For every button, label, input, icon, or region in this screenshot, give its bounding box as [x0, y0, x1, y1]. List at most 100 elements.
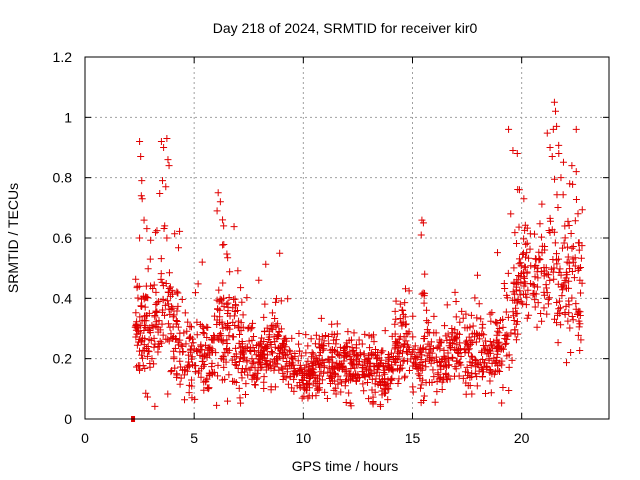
- data-point: [132, 275, 140, 283]
- data-point: [576, 320, 584, 328]
- data-point: [422, 379, 430, 387]
- data-point: [158, 278, 166, 286]
- data-point: [347, 336, 355, 344]
- data-point: [148, 355, 156, 363]
- data-point: [211, 312, 219, 320]
- data-point: [260, 385, 268, 393]
- data-point: [481, 337, 489, 345]
- data-point: [436, 338, 444, 346]
- data-point: [416, 374, 424, 382]
- data-point: [386, 363, 394, 371]
- data-point: [275, 366, 283, 374]
- axis-ticks: 0 5 10 15 20 0 0.2 0.4 0.6 0.8 1 1.2: [53, 49, 609, 446]
- data-point: [394, 355, 402, 363]
- data-point: [264, 335, 272, 343]
- data-point: [248, 355, 256, 363]
- data-point: [183, 367, 191, 375]
- data-point: [438, 378, 446, 386]
- data-point: [545, 294, 553, 302]
- data-point: [261, 300, 269, 308]
- data-point: [405, 366, 413, 374]
- data-point: [483, 363, 491, 371]
- data-point: [416, 384, 424, 392]
- data-point: [309, 358, 317, 366]
- data-point: [157, 255, 165, 263]
- data-point: [473, 271, 481, 279]
- data-point: [171, 364, 179, 372]
- data-point: [320, 345, 328, 353]
- data-point: [176, 329, 184, 337]
- data-point: [142, 389, 150, 397]
- data-point: [133, 330, 141, 338]
- data-point: [143, 294, 151, 302]
- data-point: [513, 150, 521, 158]
- data-point: [154, 340, 162, 348]
- data-point: [317, 314, 325, 322]
- data-point: [150, 343, 158, 351]
- data-point: [235, 357, 243, 365]
- data-point: [199, 328, 207, 336]
- data-point: [550, 98, 558, 106]
- data-point: [540, 304, 548, 312]
- data-point: [490, 354, 498, 362]
- data-point: [540, 291, 548, 299]
- data-point: [308, 353, 316, 361]
- data-point: [155, 297, 163, 305]
- data-point: [434, 369, 442, 377]
- data-point: [471, 370, 479, 378]
- data-point: [432, 353, 440, 361]
- data-point: [193, 318, 201, 326]
- data-point: [396, 366, 404, 374]
- data-point: [219, 338, 227, 346]
- data-point: [409, 383, 417, 391]
- data-point: [181, 309, 189, 317]
- data-point: [382, 385, 390, 393]
- data-point: [502, 308, 510, 316]
- data-point: [335, 351, 343, 359]
- data-point: [417, 381, 425, 389]
- data-point: [386, 380, 394, 388]
- data-point: [463, 337, 471, 345]
- data-point: [207, 347, 215, 355]
- data-point: [230, 333, 238, 341]
- data-point: [151, 228, 159, 236]
- data-point: [423, 306, 431, 314]
- data-point: [137, 192, 145, 200]
- data-point: [138, 302, 146, 310]
- data-point: [452, 298, 460, 306]
- data-point: [243, 294, 251, 302]
- data-point: [221, 375, 229, 383]
- data-point: [414, 370, 422, 378]
- data-point: [159, 282, 167, 290]
- data-point: [504, 313, 512, 321]
- data-point: [163, 234, 171, 242]
- data-point: [433, 344, 441, 352]
- data-point: [288, 384, 296, 392]
- data-point: [391, 307, 399, 315]
- data-point: [133, 282, 141, 290]
- data-point: [280, 351, 288, 359]
- data-point: [219, 279, 227, 287]
- data-point: [374, 363, 382, 371]
- data-point: [529, 281, 537, 289]
- data-point: [329, 369, 337, 377]
- data-point: [488, 342, 496, 350]
- data-point: [185, 334, 193, 342]
- data-point: [200, 386, 208, 394]
- data-point: [459, 314, 467, 322]
- data-point: [458, 307, 466, 315]
- data-point: [384, 396, 392, 404]
- data-point: [271, 363, 279, 371]
- data-point: [225, 332, 233, 340]
- data-point: [451, 372, 459, 380]
- data-point: [430, 373, 438, 381]
- data-point: [572, 125, 580, 133]
- data-point: [392, 297, 400, 305]
- data-point: [179, 347, 187, 355]
- data-point: [171, 230, 179, 238]
- data-point: [146, 360, 154, 368]
- data-point: [224, 320, 232, 328]
- data-point: [358, 340, 366, 348]
- data-point: [574, 331, 582, 339]
- data-point: [498, 399, 506, 407]
